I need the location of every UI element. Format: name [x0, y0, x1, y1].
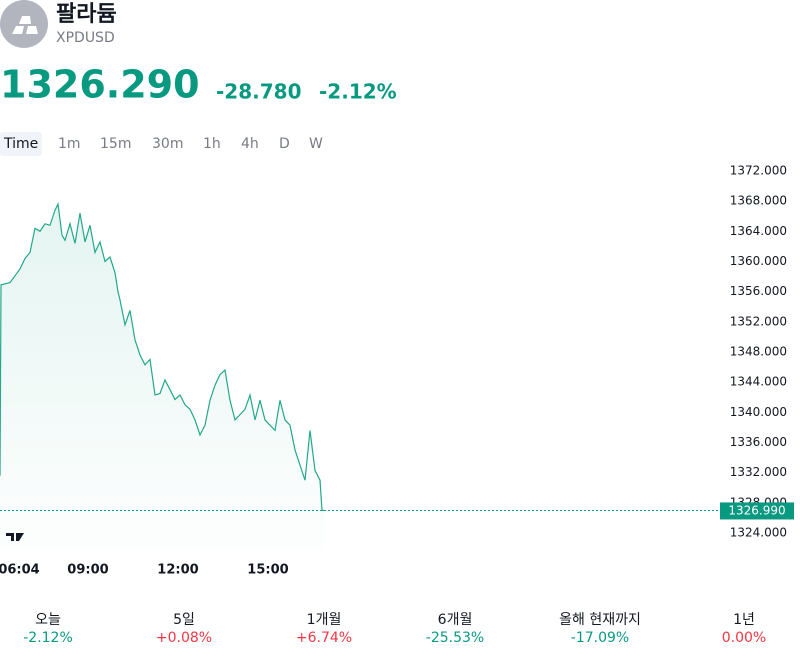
interval-tab[interactable]: Time	[3, 136, 38, 152]
y-tick-label: 1356.000	[730, 284, 787, 298]
y-tick-label: 1340.000	[730, 405, 787, 419]
period-label[interactable]: 6개월	[438, 612, 473, 628]
y-tick-label: 1348.000	[730, 345, 787, 359]
area	[0, 204, 324, 548]
period-label[interactable]: 1년	[733, 612, 755, 628]
symbol-icon	[0, 0, 48, 48]
y-tick-label: 1332.000	[730, 465, 787, 479]
x-tick-label: 12:00	[157, 563, 198, 578]
period-change[interactable]: +0.08%	[156, 630, 212, 646]
y-tick-label: 1352.000	[730, 314, 787, 328]
change: -28.780	[216, 80, 301, 104]
period-change[interactable]: +6.74%	[296, 630, 352, 646]
period-change[interactable]: -17.09%	[571, 630, 629, 646]
period-change[interactable]: -2.12%	[23, 630, 73, 646]
period-label[interactable]: 5일	[173, 612, 195, 628]
change-percent: -2.12%	[319, 80, 397, 104]
period-label[interactable]: 오늘	[35, 612, 61, 628]
price-line	[0, 202, 325, 512]
period-label[interactable]: 1개월	[307, 612, 342, 628]
y-tick-label: 1364.000	[730, 224, 787, 238]
interval-tab[interactable]: 4h	[241, 136, 259, 152]
y-tick-label: 1372.000	[730, 164, 787, 178]
y-tick-label: 1324.000	[730, 526, 787, 540]
last-price-box	[720, 502, 794, 520]
y-tick-label: 1336.000	[730, 435, 787, 449]
title: 팔라듐	[56, 2, 117, 27]
x-tick-label: 15:00	[247, 563, 288, 578]
interval-tab[interactable]: 1m	[58, 136, 81, 152]
interval-tab[interactable]: 30m	[152, 136, 183, 152]
x-tick-label: 09:00	[67, 563, 108, 578]
active-tab-bg	[0, 132, 42, 156]
interval-tab[interactable]: 15m	[100, 136, 131, 152]
y-tick-label: 1344.000	[730, 375, 787, 389]
symbol: XPDUSD	[56, 30, 115, 46]
period-change[interactable]: 0.00%	[722, 630, 766, 646]
period-change[interactable]: -25.53%	[426, 630, 484, 646]
period-label[interactable]: 올해 현재까지	[559, 612, 641, 628]
price: 1326.290	[0, 63, 200, 107]
x-tick-label: 06:04	[0, 563, 40, 578]
interval-tab[interactable]: 1h	[203, 136, 221, 152]
y-tick-label: 1368.000	[730, 194, 787, 208]
last-price-label: 1326.990	[728, 503, 785, 517]
interval-tab[interactable]: D	[279, 136, 290, 152]
interval-tab[interactable]: W	[309, 136, 323, 152]
y-tick-label: 1360.000	[730, 254, 787, 268]
